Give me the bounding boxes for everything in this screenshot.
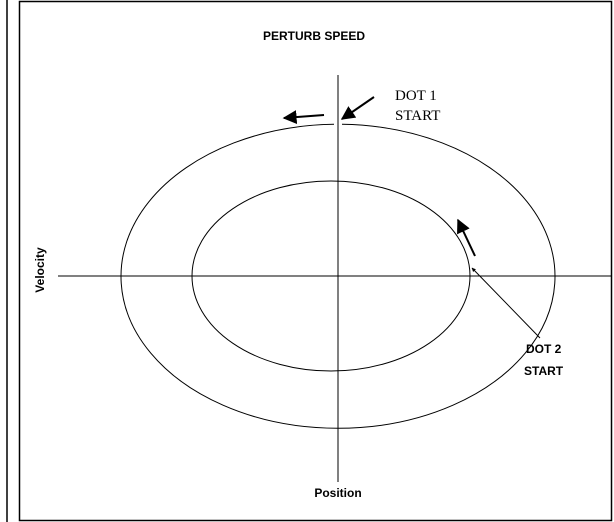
dot1-pointer (340, 96, 375, 120)
title: PERTURB SPEED (263, 29, 365, 43)
x-axis-label: Position (314, 486, 361, 500)
dot2-pointer (471, 267, 541, 339)
dot2-direction (457, 218, 476, 257)
frame (18, 0, 613, 522)
inner-orbit (191, 180, 471, 372)
dot2-label: START (524, 364, 564, 378)
dot2-label: DOT 2 (526, 342, 562, 356)
y-axis-label: Velocity (33, 247, 47, 293)
dot1-label: START (395, 108, 440, 124)
outer-orbit (120, 123, 556, 429)
dot1-label: DOT 1 (395, 88, 437, 104)
dot1-direction (282, 110, 325, 125)
